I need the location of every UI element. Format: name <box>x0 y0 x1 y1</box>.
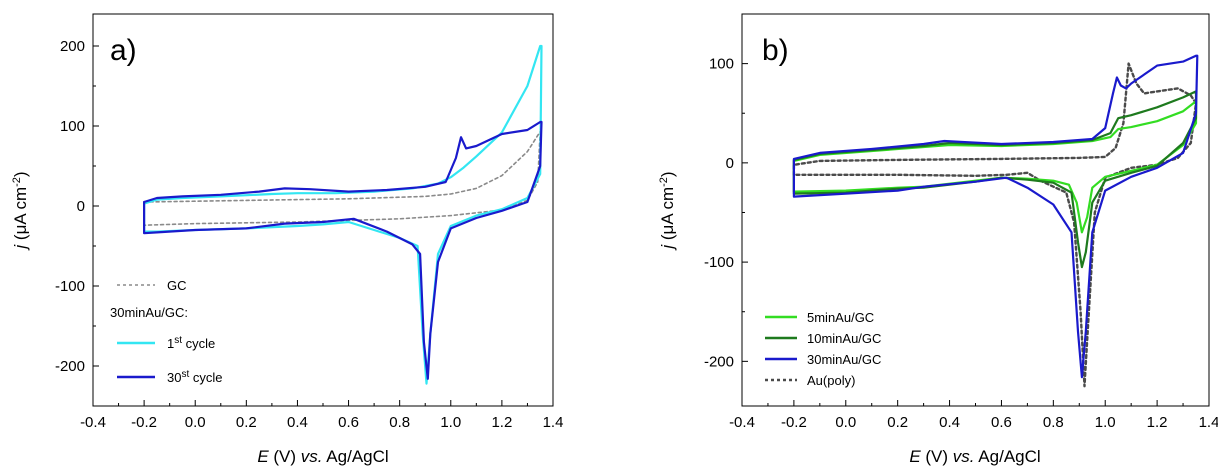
chart-a-series-gc <box>143 130 541 226</box>
chart-b-legend-label-30min: 30minAu/GC <box>807 352 881 367</box>
chart-a-legend-label-cycle30: 30st cycle <box>167 369 222 386</box>
chart-a-x-tick-label: 1.0 <box>440 414 461 431</box>
chart-a-x-tick-label: 0.8 <box>389 414 410 431</box>
chart-b-plot-frame <box>741 13 1210 407</box>
chart-a-legend-cycle1-base: 1 <box>167 336 174 351</box>
chart-a-legend-label-cycle1: 1st cycle <box>167 335 215 352</box>
chart-a-ylabel-exp: -2 <box>11 177 23 187</box>
chart-a-x-tick-label: -0.2 <box>131 414 157 431</box>
chart-a-ylabel-close: ) <box>11 171 30 177</box>
chart-b-series-30minau-gc <box>792 54 1199 379</box>
chart-b-x-tick-label: -0.2 <box>781 414 807 431</box>
chart-b-legend-label-au-poly: Au(poly) <box>807 373 855 388</box>
chart-b-legend-label-10min: 10minAu/GC <box>807 331 881 346</box>
chart-b-x-tick-label: 0.6 <box>991 414 1012 431</box>
chart-b-x-tick-label: 0.2 <box>887 414 908 431</box>
chart-b-series-group <box>792 54 1199 388</box>
chart-a-y-tick-label: 0 <box>77 198 85 215</box>
chart-b-ylabel-exp: -2 <box>658 177 670 187</box>
chart-a-x-axis: -0.4 -0.2 0.0 0.2 0.4 0.6 0.8 1.0 1.2 1.4 <box>80 400 563 431</box>
chart-a-series-1st-cycle <box>143 44 543 385</box>
chart-b-x-tick-label: 0.0 <box>835 414 856 431</box>
chart-a-legend-cycle30-tail: cycle <box>189 370 222 385</box>
chart-b-y-tick-label: 0 <box>726 155 734 172</box>
chart-a-legend-cycle30-sup: st <box>181 369 189 380</box>
chart-a-y-tick-label: 100 <box>60 118 85 135</box>
chart-b-panel-label: b) <box>762 34 789 67</box>
chart-b-y-tick-label: -100 <box>704 254 734 271</box>
chart-a-ylabel-unit: (μA cm <box>11 187 30 245</box>
chart-a-x-tick-label: 0.6 <box>338 414 359 431</box>
chart-a-legend-cycle1-tail: cycle <box>182 336 215 351</box>
chart-b-x-axis: -0.4 -0.2 0.0 0.2 0.4 0.6 0.8 1.0 1.2 1.4 <box>729 400 1218 431</box>
chart-a-x-tick-label: 0.4 <box>287 414 308 431</box>
chart-a-x-tick-label: 1.4 <box>543 414 564 431</box>
chart-b-xlabel-ref: Ag/AgCl <box>975 447 1041 466</box>
chart-a-x-tick-label: 0.0 <box>185 414 206 431</box>
chart-b-x-tick-label: -0.4 <box>729 414 755 431</box>
chart-b-xlabel-vs: vs. <box>953 447 975 466</box>
chart-a-ylabel-var: j <box>11 244 30 251</box>
chart-b-legend: 5minAu/GC 10minAu/GC 30minAu/GC Au(poly) <box>765 310 881 388</box>
chart-b-x-tick-label: 1.0 <box>1095 414 1116 431</box>
chart-b-ylabel-unit: (μA cm <box>658 187 677 245</box>
chart-a-y-tick-label: -100 <box>55 278 85 295</box>
chart-b-series-5minau-gc <box>792 100 1198 234</box>
chart-a-x-tick-label: 0.2 <box>236 414 257 431</box>
chart-a-x-axis-label: E (V) vs. Ag/AgCl <box>257 447 388 466</box>
chart-a-series-30st-cycle <box>143 120 543 380</box>
chart-a-xlabel-vs: vs. <box>301 447 323 466</box>
chart-b-y-axis: -200 -100 0 100 <box>704 13 748 370</box>
chart-b-ylabel-close: ) <box>658 171 677 177</box>
chart-b-x-tick-label: 1.2 <box>1147 414 1168 431</box>
chart-b-xlabel-var: E <box>909 447 921 466</box>
chart-a-series-group <box>143 44 543 385</box>
chart-panel-b: -0.4 -0.2 0.0 0.2 0.4 0.6 0.8 1.0 1.2 1.4 -200 -10… <box>658 13 1218 466</box>
chart-a-plot-frame <box>92 13 554 407</box>
chart-a-legend-label-gc: GC <box>167 278 187 293</box>
chart-a-x-tick-label: 1.2 <box>491 414 512 431</box>
chart-a-xlabel-unit: (V) <box>269 447 301 466</box>
chart-a-legend-header: 30minAu/GC: <box>110 305 188 320</box>
chart-a-xlabel-ref: Ag/AgCl <box>323 447 389 466</box>
chart-a-panel-label: a) <box>110 34 137 67</box>
chart-b-legend-label-5min: 5minAu/GC <box>807 310 874 325</box>
chart-a-y-tick-label: 200 <box>60 38 85 55</box>
chart-b-y-axis-label: j (μA cm-2) <box>658 171 677 250</box>
chart-b-y-tick-label: 100 <box>709 56 734 73</box>
chart-panel-a: -0.4 -0.2 0.0 0.2 0.4 0.6 0.8 1.0 1.2 1.4 -200 -10… <box>11 13 563 466</box>
chart-a-legend: GC 30minAu/GC: 1st cycle 30st cycle <box>110 278 222 385</box>
chart-a-x-tick-label: -0.4 <box>80 414 106 431</box>
chart-a-legend-cycle1-sup: st <box>174 335 182 346</box>
chart-b-x-axis-label: E (V) vs. Ag/AgCl <box>909 447 1040 466</box>
chart-a-y-axis: -200 -100 0 100 200 <box>55 38 99 407</box>
chart-b-x-tick-label: 0.4 <box>939 414 960 431</box>
chart-a-xlabel-var: E <box>257 447 269 466</box>
chart-b-ylabel-var: j <box>658 244 677 251</box>
chart-a-y-axis-label: j (μA cm-2) <box>11 171 30 250</box>
chart-a-legend-cycle30-base: 30 <box>167 370 181 385</box>
chart-b-x-tick-label: 1.4 <box>1199 414 1218 431</box>
chart-a-y-tick-label: -200 <box>55 358 85 375</box>
chart-b-x-tick-label: 0.8 <box>1043 414 1064 431</box>
chart-b-y-tick-label: -200 <box>704 353 734 370</box>
chart-b-xlabel-unit: (V) <box>921 447 953 466</box>
